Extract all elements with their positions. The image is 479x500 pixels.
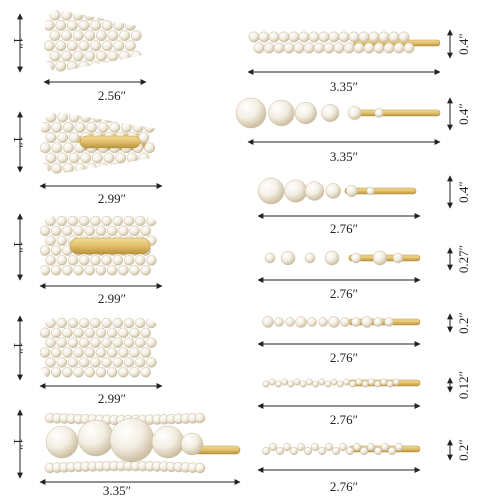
clip-width-label: 2.56″ <box>98 88 126 103</box>
clip-2-dimensions: 1″ 2.99″ <box>11 111 163 206</box>
clip-width-label: 2.99″ <box>98 191 126 206</box>
hair-pin-6 <box>262 378 421 388</box>
pin-width-label: 2.76″ <box>330 286 358 301</box>
clip-width-label: 2.99″ <box>98 391 126 406</box>
pin-5-dimensions: 0.2″ 2.76″ <box>257 312 471 365</box>
pin-width-label: 2.76″ <box>330 350 358 365</box>
clip-height-label: 1″ <box>11 136 26 148</box>
clip-height-label: 1″ <box>11 342 26 354</box>
pin-4-dimensions: 0.27″ 2.76″ <box>257 245 471 301</box>
clip-4-dimensions: 1″ 2.99″ <box>11 315 163 406</box>
pin-width-label: 3.35″ <box>330 149 358 164</box>
pin-height-label: 0.2″ <box>456 439 471 461</box>
pin-7-dimensions: 0.2″ 2.76″ <box>257 439 471 494</box>
hair-pin-5 <box>262 316 421 328</box>
pin-width-label: 3.35″ <box>330 79 358 94</box>
pin-height-label: 0.4″ <box>456 181 471 203</box>
pin-height-label: 0.12″ <box>456 371 471 399</box>
hair-pin-2 <box>235 97 441 129</box>
clip-5-dimensions: 1″ 3.35″ <box>11 409 241 498</box>
hair-clip-3 <box>40 216 157 276</box>
hair-pin-1 <box>248 31 441 54</box>
pin-3-dimensions: 0.4″ 2.76″ <box>257 175 471 236</box>
clip-height-label: 1″ <box>11 241 26 253</box>
pin-6-dimensions: 0.12″ 2.76″ <box>257 371 471 427</box>
clip-1-dimensions: 1″ 2.56″ <box>11 13 147 103</box>
hair-clip-1 <box>44 10 142 72</box>
clip-height-label: 1″ <box>11 37 26 49</box>
pin-width-label: 2.76″ <box>330 412 358 427</box>
hair-clip-5 <box>44 412 241 474</box>
pin-1-dimensions: 0.4″ 3.35″ <box>247 29 471 94</box>
pin-height-label: 0.4″ <box>456 33 471 55</box>
clip-width-label: 3.35″ <box>103 483 131 498</box>
pin-width-label: 2.76″ <box>330 479 358 494</box>
pin-height-label: 0.27″ <box>456 245 471 273</box>
hair-clip-4 <box>40 318 157 378</box>
clip-height-label: 1″ <box>11 438 26 450</box>
pin-height-label: 0.2″ <box>456 312 471 334</box>
hair-pin-3 <box>257 177 417 205</box>
pin-width-label: 2.76″ <box>330 221 358 236</box>
clip-3-dimensions: 1″ 2.99″ <box>11 213 163 306</box>
hair-clip-2 <box>40 112 156 174</box>
pin-2-dimensions: 0.4″ 3.35″ <box>247 97 471 164</box>
pin-height-label: 0.4″ <box>456 103 471 125</box>
hair-pin-7 <box>261 442 421 456</box>
hair-pin-4 <box>264 250 421 266</box>
clip-width-label: 2.99″ <box>98 291 126 306</box>
